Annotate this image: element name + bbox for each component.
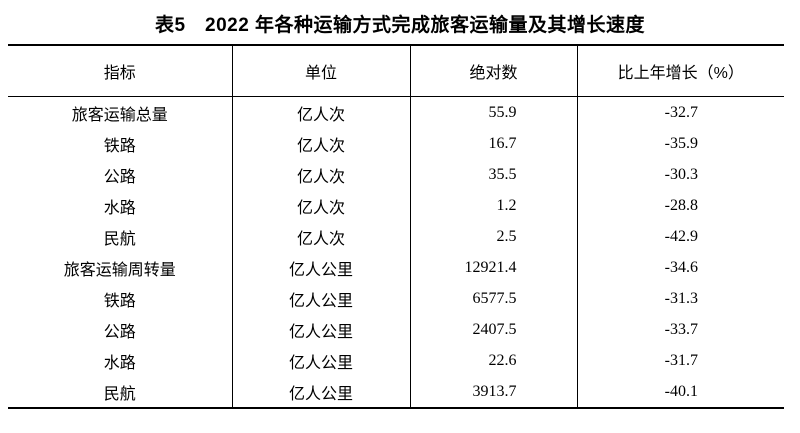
cell-indicator: 民航 xyxy=(103,230,136,248)
header-cell-value: 绝对数 xyxy=(409,45,577,97)
cell-growth: -28.8 xyxy=(576,190,784,221)
cell-growth: -42.9 xyxy=(576,221,784,252)
cell-value: 12921.4 xyxy=(409,252,577,283)
cell-unit: 亿人次 xyxy=(231,128,410,159)
cell-growth: -32.7 xyxy=(576,96,784,128)
cell-growth: -35.9 xyxy=(576,128,784,159)
cell-value: 3913.7 xyxy=(409,376,577,408)
cell-unit: 亿人公里 xyxy=(231,314,410,345)
table-row: 水路 亿人公里 22.6 -31.7 xyxy=(8,345,784,376)
cell-unit: 亿人公里 xyxy=(231,376,410,408)
cell-growth: -40.1 xyxy=(576,376,784,408)
table-row: 民航 亿人次 2.5 -42.9 xyxy=(8,221,784,252)
cell-value: 6577.5 xyxy=(409,283,577,314)
table-row: 铁路 亿人次 16.7 -35.9 xyxy=(8,128,784,159)
statistics-table: 指标 单位 绝对数 比上年增长（%） 旅客运输总量 亿人次 55.9 -32.7… xyxy=(8,44,784,409)
cell-unit: 亿人次 xyxy=(231,221,410,252)
cell-indicator: 铁路 xyxy=(103,137,136,155)
cell-value: 2407.5 xyxy=(409,314,577,345)
cell-unit: 亿人公里 xyxy=(231,345,410,376)
header-cell-indicator: 指标 xyxy=(8,45,232,97)
table-header-row: 指标 单位 绝对数 比上年增长（%） xyxy=(8,45,784,97)
cell-indicator: 旅客运输总量 xyxy=(71,106,168,124)
table-row: 公路 亿人公里 2407.5 -33.7 xyxy=(8,314,784,345)
cell-indicator: 民航 xyxy=(103,385,136,403)
cell-growth: -31.7 xyxy=(576,345,784,376)
cell-unit: 亿人公里 xyxy=(231,252,410,283)
cell-value: 35.5 xyxy=(409,159,577,190)
table-row: 铁路 亿人公里 6577.5 -31.3 xyxy=(8,283,784,314)
cell-indicator: 水路 xyxy=(103,354,136,372)
cell-value: 2.5 xyxy=(409,221,577,252)
cell-indicator: 铁路 xyxy=(103,292,136,310)
cell-unit: 亿人公里 xyxy=(231,283,410,314)
header-cell-unit: 单位 xyxy=(231,45,410,97)
table-row: 旅客运输总量 亿人次 55.9 -32.7 xyxy=(8,96,784,128)
header-cell-growth: 比上年增长（%） xyxy=(576,45,784,97)
table-row: 旅客运输周转量 亿人公里 12921.4 -34.6 xyxy=(8,252,784,283)
cell-growth: -31.3 xyxy=(576,283,784,314)
cell-indicator: 旅客运输周转量 xyxy=(63,261,176,279)
cell-unit: 亿人次 xyxy=(231,96,410,128)
cell-growth: -33.7 xyxy=(576,314,784,345)
cell-unit: 亿人次 xyxy=(231,159,410,190)
table-row: 民航 亿人公里 3913.7 -40.1 xyxy=(8,376,784,408)
cell-unit: 亿人次 xyxy=(231,190,410,221)
cell-growth: -34.6 xyxy=(576,252,784,283)
table-row: 公路 亿人次 35.5 -30.3 xyxy=(8,159,784,190)
cell-indicator: 水路 xyxy=(103,199,136,217)
cell-value: 22.6 xyxy=(409,345,577,376)
table-title: 表5 2022 年各种运输方式完成旅客运输量及其增长速度 xyxy=(154,15,646,36)
cell-indicator: 公路 xyxy=(103,168,136,186)
table-row: 水路 亿人次 1.2 -28.8 xyxy=(8,190,784,221)
cell-growth: -30.3 xyxy=(576,159,784,190)
cell-value: 1.2 xyxy=(409,190,577,221)
cell-value: 55.9 xyxy=(409,96,577,128)
cell-indicator: 公路 xyxy=(103,323,136,341)
cell-value: 16.7 xyxy=(409,128,577,159)
